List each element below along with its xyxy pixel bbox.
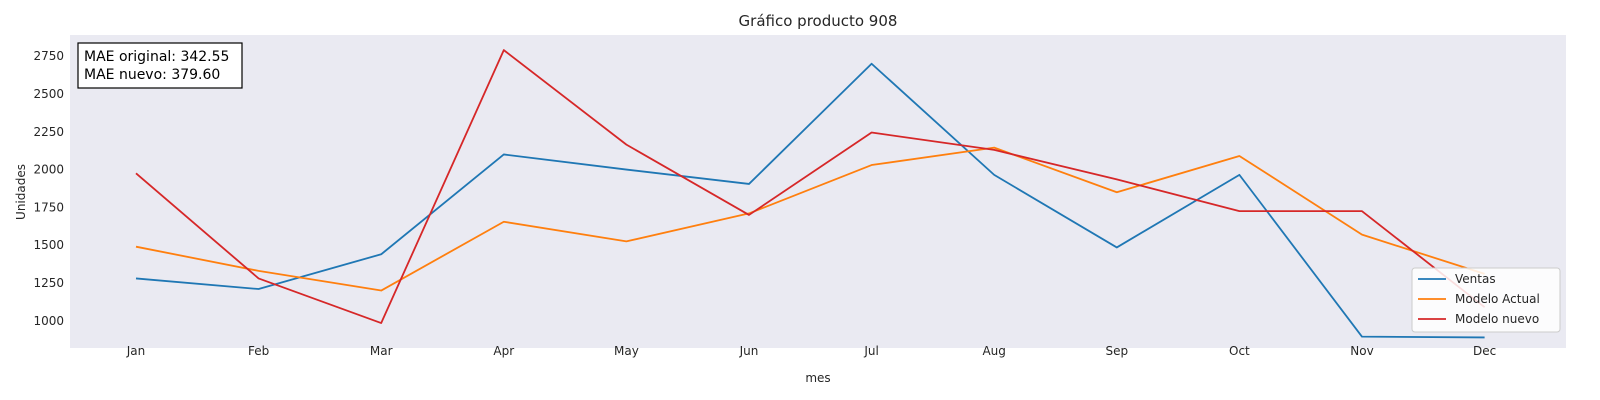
y-tick-label: 1250 (33, 276, 64, 290)
x-tick-label: Jan (126, 344, 146, 358)
chart-title: Gráfico producto 908 (739, 12, 898, 30)
y-tick-label: 1750 (33, 200, 64, 214)
y-axis-ticks: 1000 1250 1500 1750 2000 2250 2500 2750 (33, 49, 64, 328)
y-tick-label: 2750 (33, 49, 64, 63)
mae-annotation-box (77, 42, 243, 89)
x-tick-label: Dec (1473, 344, 1496, 358)
x-tick-label: Feb (248, 344, 269, 358)
legend: Ventas Modelo Actual Modelo nuevo (1411, 267, 1561, 333)
x-tick-label: Aug (982, 344, 1005, 358)
series-lines (135, 49, 1486, 339)
mae-annotation: MAE original: 342.55 MAE nuevo: 379.60 (77, 42, 243, 89)
legend-label: Ventas (1455, 272, 1496, 286)
legend-label: Modelo nuevo (1455, 312, 1539, 326)
series-line-1 (135, 62, 1485, 339)
y-axis-label: Unidades (14, 164, 28, 220)
x-axis-ticks: Jan Feb Mar Apr May Jun Jul Aug Sep Oct Nov Dec (126, 344, 1496, 358)
mae-new-text: MAE nuevo: 379.60 (84, 67, 220, 83)
x-tick-label: Apr (493, 344, 514, 358)
x-tick-label: Mar (370, 344, 393, 358)
x-tick-label: Jun (739, 344, 759, 358)
y-tick-label: 2000 (33, 163, 64, 177)
legend-label: Modelo Actual (1455, 292, 1540, 306)
x-tick-label: May (614, 344, 639, 358)
x-tick-label: Nov (1350, 344, 1373, 358)
x-axis-label: mes (805, 371, 830, 385)
mae-original-text: MAE original: 342.55 (84, 49, 229, 65)
legend-box (1411, 267, 1561, 333)
x-tick-label: Sep (1105, 344, 1128, 358)
y-tick-label: 1000 (33, 314, 64, 328)
y-tick-label: 2250 (33, 125, 64, 139)
x-tick-label: Oct (1229, 344, 1250, 358)
y-tick-label: 2500 (33, 87, 64, 101)
x-tick-label: Jul (863, 344, 878, 358)
y-tick-label: 1500 (33, 238, 64, 252)
plot-area (70, 35, 1566, 348)
series-line-2 (135, 146, 1485, 292)
series-line-3 (135, 49, 1486, 324)
